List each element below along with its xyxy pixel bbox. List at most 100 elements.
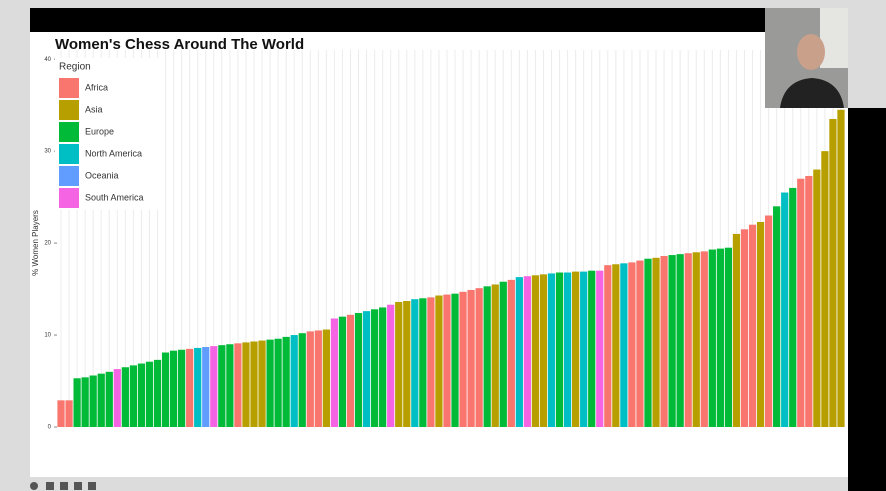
bar: [547, 273, 556, 427]
bar: [89, 375, 97, 427]
bar: [467, 289, 475, 427]
bar: [515, 277, 523, 427]
bar: [660, 255, 668, 427]
bar: [781, 192, 789, 427]
bar: [346, 314, 355, 427]
bar: [322, 329, 330, 427]
bar: [338, 316, 347, 427]
bar: [411, 299, 419, 427]
legend-label: Oceania: [85, 170, 119, 180]
bar: [475, 288, 483, 427]
bar: [580, 271, 588, 427]
bar: [81, 377, 89, 427]
plot: 0 10 20 30 40 Region Africa Asia Europe North Ame…: [44, 50, 845, 431]
y-axis-title: % Women Players: [31, 210, 40, 276]
legend-title: Region: [59, 62, 91, 73]
bar: [773, 206, 781, 427]
bar: [588, 270, 596, 427]
bar: [121, 367, 129, 427]
side-band: [848, 108, 886, 491]
bar: [266, 339, 274, 427]
bar: [427, 297, 435, 427]
tool-icon[interactable]: [30, 482, 38, 490]
bar: [813, 169, 821, 427]
bar: [186, 348, 194, 427]
bar: [805, 175, 813, 427]
legend-swatch: [59, 188, 79, 208]
bar: [748, 224, 757, 427]
legend-label: Europe: [85, 126, 114, 136]
bar: [716, 248, 724, 427]
bar: [73, 378, 81, 427]
toolbar: [30, 482, 96, 490]
bar: [419, 298, 427, 427]
y-tick-label: 0: [48, 425, 52, 431]
bar: [692, 252, 700, 427]
bar: [129, 365, 138, 427]
bar: [362, 311, 371, 427]
bar: [370, 309, 379, 427]
bar: [290, 335, 298, 427]
bar: [829, 118, 837, 428]
bar: [451, 293, 459, 427]
bar: [636, 260, 644, 427]
bar: [226, 344, 234, 427]
bar: [724, 247, 733, 427]
bar: [708, 249, 716, 427]
bar: [756, 221, 765, 427]
bar: [298, 333, 306, 427]
bar: [604, 265, 612, 427]
bar: [379, 307, 387, 427]
tool-icon[interactable]: [88, 482, 96, 490]
bar: [523, 276, 532, 427]
bar: [700, 251, 708, 427]
bar: [218, 345, 226, 427]
bar: [499, 281, 507, 427]
tool-icon[interactable]: [60, 482, 68, 490]
bar: [153, 359, 162, 427]
bar: [387, 304, 395, 427]
bar: [105, 371, 113, 427]
bar: [403, 301, 411, 427]
y-tick-label: 10: [44, 333, 51, 339]
legend-label: South America: [85, 192, 144, 202]
bar: [113, 369, 121, 427]
bar: [684, 253, 692, 427]
bar: [620, 263, 628, 427]
y-tick-label: 40: [44, 57, 51, 63]
bar: [491, 284, 499, 427]
bar: [169, 350, 178, 427]
bar: [668, 255, 676, 427]
bar: [242, 342, 250, 427]
bar: [145, 361, 154, 427]
legend-swatch: [59, 100, 79, 120]
legend-label: Africa: [85, 82, 108, 92]
bar: [330, 318, 339, 427]
bar: [644, 258, 652, 427]
bar: [837, 109, 845, 427]
bar: [314, 330, 322, 427]
legend-label: North America: [85, 148, 142, 158]
bar: [596, 270, 604, 427]
tool-icon[interactable]: [74, 482, 82, 490]
webcam: [765, 8, 848, 108]
tool-icon[interactable]: [46, 482, 54, 490]
bar: [57, 400, 65, 427]
legend-swatch: [59, 122, 79, 142]
bar: [250, 341, 258, 427]
bar: [555, 272, 564, 427]
legend-swatch: [59, 166, 79, 186]
bar: [354, 312, 363, 427]
bar: [652, 257, 660, 427]
bar: [539, 274, 548, 427]
bar: [435, 295, 443, 427]
bar: [306, 331, 314, 427]
bar: [821, 151, 829, 427]
bar: [97, 373, 105, 427]
chart-title: Women's Chess Around The World: [55, 36, 304, 53]
bar: [732, 233, 741, 427]
y-tick-label: 20: [44, 241, 51, 247]
bar: [210, 346, 218, 427]
bar: [194, 347, 202, 427]
bar: [628, 262, 636, 427]
